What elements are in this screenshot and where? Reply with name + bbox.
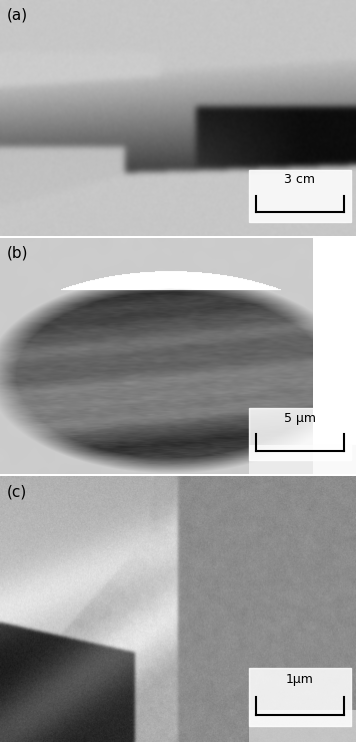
Text: 5 μm: 5 μm [284, 412, 316, 424]
Text: (b): (b) [7, 246, 28, 260]
Bar [249, 408, 351, 460]
Text: (a): (a) [7, 7, 28, 22]
Bar [249, 170, 351, 222]
Text: 1μm: 1μm [286, 673, 314, 686]
Text: (c): (c) [7, 485, 27, 499]
Text: 3 cm: 3 cm [284, 174, 315, 186]
Bar [249, 668, 351, 726]
